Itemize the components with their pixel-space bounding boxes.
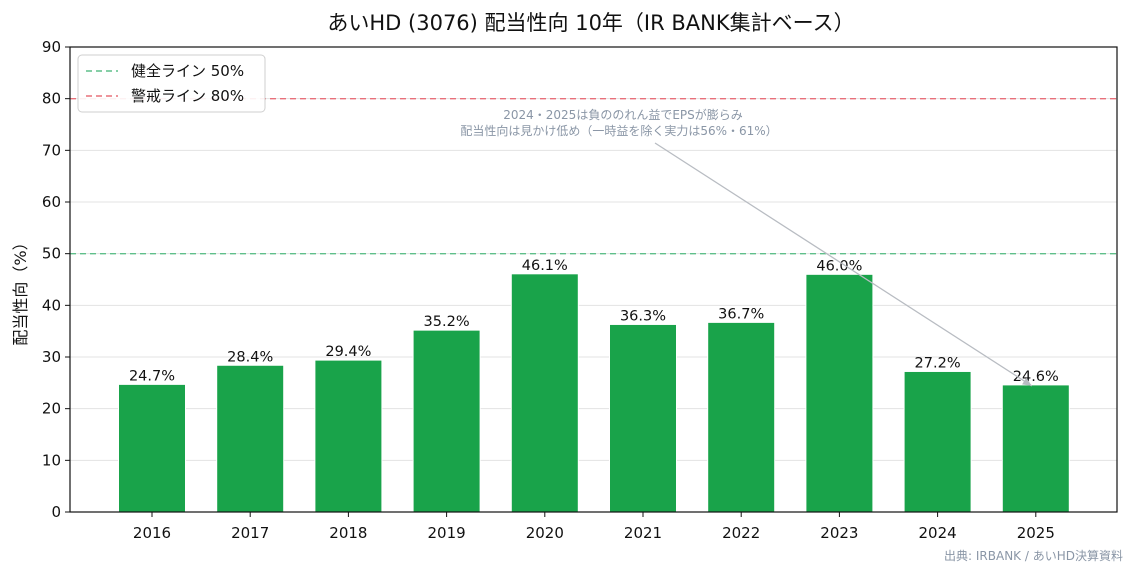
y-tick-label-10: 10: [42, 451, 61, 469]
y-tick-label-40: 40: [42, 296, 61, 314]
y-tick-label-90: 90: [42, 38, 61, 56]
y-tick-label-20: 20: [42, 400, 61, 418]
x-axis: 2016 2017 2018 2019 2020 2021 2022 2023 2024 2025: [133, 512, 1055, 542]
value-label-2018: 29.4%: [325, 344, 371, 360]
x-tick-label-2024: 2024: [919, 524, 957, 542]
y-tick-label-70: 70: [42, 141, 61, 159]
legend: 健全ライン 50% 警戒ライン 80%: [77, 54, 266, 113]
x-tick-label-2020: 2020: [526, 524, 564, 542]
value-label-2024: 27.2%: [915, 355, 961, 371]
bar-2023: [805, 273, 874, 513]
value-label-2025: 24.6%: [1013, 369, 1059, 385]
x-tick-label-2019: 2019: [428, 524, 466, 542]
chart-title: あいHD (3076) 配当性向 10年（IR BANK集計ベース）: [327, 11, 854, 35]
legend-label-healthy: 健全ライン 50%: [131, 62, 244, 80]
bar-2022: [707, 321, 776, 513]
y-axis: 0 10 20 30 40 50 60 70 80 90: [42, 38, 70, 521]
value-label-2017: 28.4%: [227, 349, 273, 365]
bar-2021: [609, 323, 677, 513]
y-tick-label-0: 0: [51, 503, 61, 521]
value-label-2020: 46.1%: [522, 258, 568, 274]
x-tick-label-2021: 2021: [624, 524, 662, 542]
value-label-2021: 36.3%: [620, 308, 666, 324]
bar-2019: [412, 329, 481, 513]
x-tick-label-2023: 2023: [820, 524, 858, 542]
x-tick-label-2017: 2017: [231, 524, 269, 542]
bar-2018: [314, 359, 383, 513]
bar-2020: [510, 273, 579, 513]
annotation-line-1: 2024・2025は負ののれん益でEPSが膨らみ: [503, 107, 743, 122]
value-label-2019: 35.2%: [424, 314, 470, 330]
bar-2024: [903, 370, 972, 513]
value-label-2023: 46.0%: [816, 258, 862, 274]
y-axis-label: 配当性向（%）: [11, 234, 30, 345]
x-tick-label-2016: 2016: [133, 524, 171, 542]
y-tick-label-30: 30: [42, 348, 61, 366]
y-tick-label-80: 80: [42, 90, 61, 108]
annotation-arrow: [654, 142, 1033, 387]
x-tick-label-2022: 2022: [722, 524, 760, 542]
y-tick-label-60: 60: [42, 193, 61, 211]
annotation-arrowhead: [1022, 377, 1032, 386]
annotation-line-2: 配当性向は見かけ低め（一時益を除く実力は56%・61%）: [460, 123, 777, 138]
legend-label-warning: 警戒ライン 80%: [131, 87, 244, 105]
bars: [118, 273, 1070, 513]
x-tick-label-2018: 2018: [329, 524, 367, 542]
plot-frame: [69, 46, 1118, 513]
bar-2017: [216, 364, 285, 513]
value-label-2022: 36.7%: [718, 306, 764, 322]
bar-2016: [118, 383, 186, 513]
value-labels: 24.7% 28.4% 29.4% 35.2% 46.1% 36.3% 36.7% 46.0%…: [129, 258, 1059, 385]
value-label-2016: 24.7%: [129, 368, 175, 384]
annotation: 2024・2025は負ののれん益でEPSが膨らみ 配当性向は見かけ低め（一時益を…: [460, 107, 1033, 387]
source-note: 出典: IRBANK / あいHD決算資料: [944, 548, 1123, 563]
x-tick-label-2025: 2025: [1017, 524, 1055, 542]
y-tick-label-50: 50: [42, 245, 61, 263]
bar-2025: [1001, 384, 1070, 513]
legend-box: [77, 54, 266, 113]
